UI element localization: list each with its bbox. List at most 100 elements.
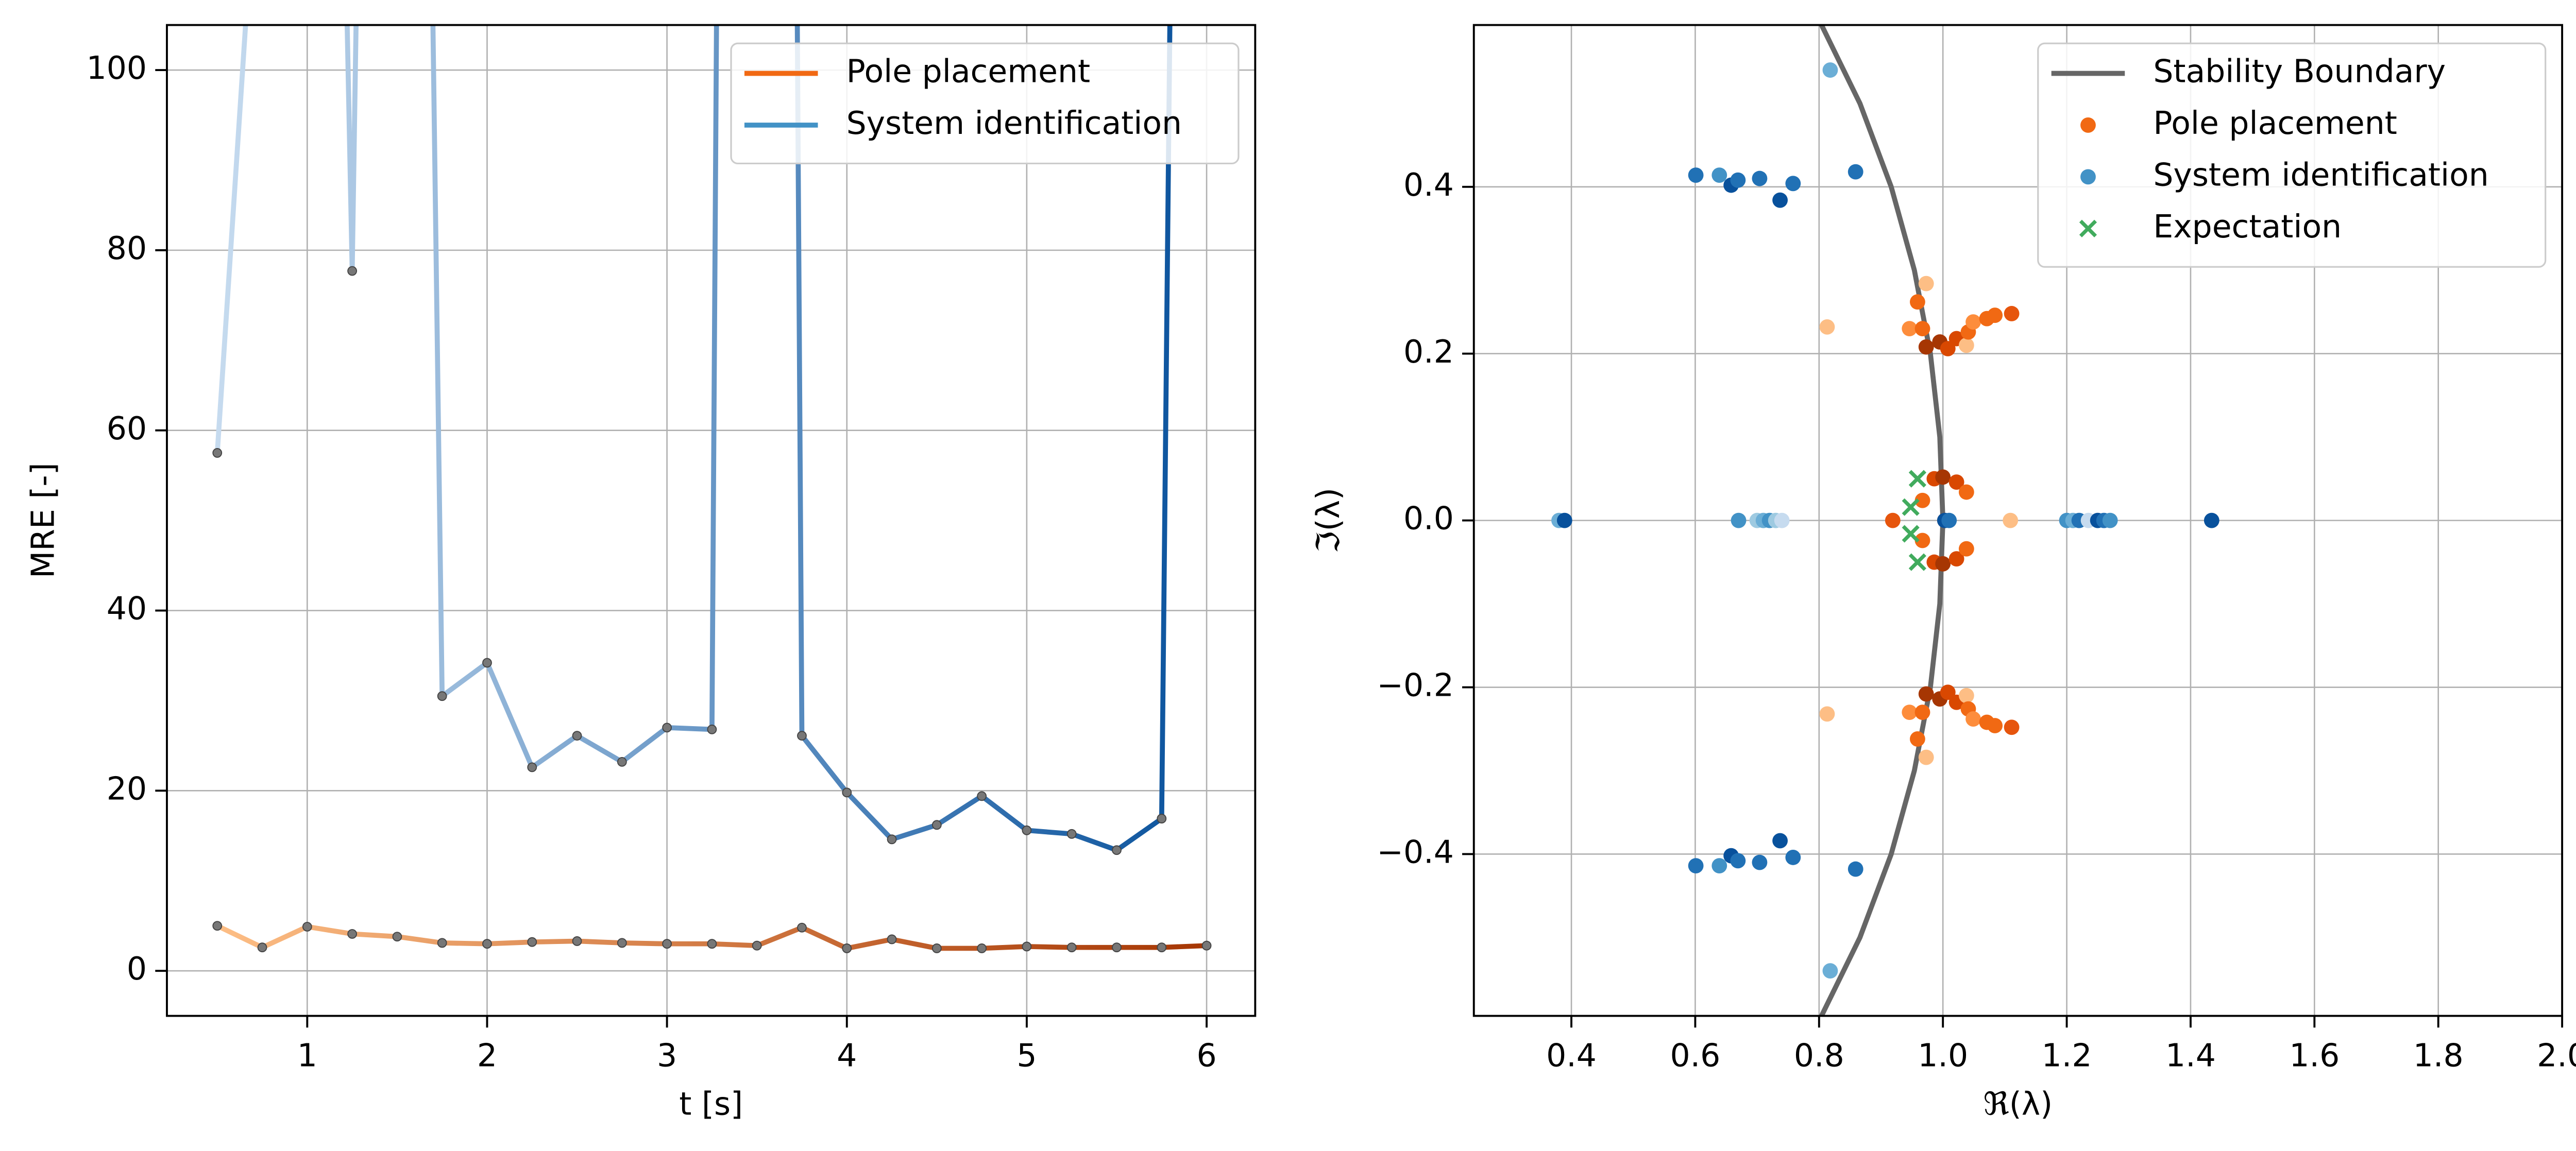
legend: Pole placement System identification bbox=[730, 42, 1240, 165]
x-tick-label: 2 bbox=[477, 1037, 497, 1074]
data-point bbox=[1022, 941, 1032, 952]
data-point bbox=[1918, 749, 1934, 765]
data-point bbox=[1157, 814, 1167, 823]
data-point bbox=[1848, 164, 1863, 180]
data-point bbox=[1730, 853, 1746, 869]
legend-label: Expectation bbox=[2153, 208, 2342, 245]
x-tick-label: 1.4 bbox=[2165, 1037, 2216, 1074]
data-point bbox=[1918, 339, 1934, 355]
plot-area bbox=[212, 25, 1212, 953]
legend-label: Pole placement bbox=[846, 53, 1091, 90]
data-point bbox=[842, 943, 852, 953]
data-point bbox=[1914, 705, 1930, 720]
data-point bbox=[1948, 551, 1964, 567]
x-tick-label: 1.8 bbox=[2413, 1037, 2464, 1074]
data-point bbox=[1940, 341, 1956, 356]
data-point bbox=[1819, 706, 1835, 722]
x-tick-label: 5 bbox=[1016, 1037, 1037, 1074]
chart-panel: 0.4 0.6 0.8 1.0 1.2 1.4 1.6 1.8 2.0 −0.4 −0.2 0.0 0.… bbox=[1310, 24, 2576, 1123]
data-point bbox=[1914, 492, 1930, 508]
plot-frame bbox=[166, 24, 1257, 1017]
legend-label: System identification bbox=[2153, 156, 2488, 193]
data-point bbox=[1965, 314, 1981, 330]
y-tick-label: 80 bbox=[107, 230, 147, 267]
data-point bbox=[617, 757, 627, 767]
data-point bbox=[1918, 276, 1934, 291]
data-point bbox=[1902, 705, 1918, 720]
legend-label: Pole placement bbox=[2153, 105, 2397, 142]
data-point bbox=[707, 725, 717, 734]
data-point bbox=[527, 762, 537, 772]
legend: Stability Boundary Pole placement System i… bbox=[2037, 42, 2547, 268]
data-point bbox=[1885, 512, 1901, 528]
data-point bbox=[1918, 686, 1934, 702]
data-point bbox=[1987, 307, 2003, 323]
data-point bbox=[1848, 861, 1863, 877]
data-point bbox=[1772, 833, 1788, 849]
data-point bbox=[1201, 940, 1212, 951]
legend-label: Stability Boundary bbox=[2153, 53, 2446, 90]
x-tick-label: 3 bbox=[657, 1037, 677, 1074]
data-point bbox=[347, 266, 357, 276]
data-point bbox=[1940, 684, 1956, 700]
data-point bbox=[797, 731, 807, 741]
data-point bbox=[1987, 718, 2003, 733]
data-point bbox=[1066, 829, 1077, 839]
data-point bbox=[887, 834, 897, 845]
data-point bbox=[1958, 541, 1974, 557]
data-point bbox=[1935, 469, 1951, 485]
data-point bbox=[257, 942, 267, 953]
y-tick-label: 60 bbox=[107, 410, 147, 447]
data-point bbox=[2004, 719, 2020, 735]
y-tick-label: −0.2 bbox=[1377, 667, 1453, 704]
data-point bbox=[931, 820, 942, 830]
data-point bbox=[572, 936, 582, 946]
y-axis-label: ℑ(λ) bbox=[1310, 488, 1347, 553]
data-point bbox=[2003, 512, 2019, 528]
data-point bbox=[662, 939, 672, 949]
x-tick-label: 1.6 bbox=[2289, 1037, 2340, 1074]
data-point bbox=[2004, 306, 2020, 321]
data-point bbox=[2102, 512, 2118, 528]
data-point bbox=[1902, 321, 1918, 337]
data-point bbox=[482, 658, 492, 668]
data-point bbox=[482, 939, 492, 949]
data-point bbox=[1556, 512, 1572, 528]
x-tick-label: 2.0 bbox=[2537, 1037, 2576, 1074]
data-point bbox=[1730, 172, 1746, 188]
x-axis-label: ℜ(λ) bbox=[1984, 1086, 2053, 1123]
data-point bbox=[1785, 176, 1801, 192]
data-point bbox=[572, 731, 582, 741]
data-point bbox=[1112, 845, 1122, 855]
data-point bbox=[1941, 512, 1957, 528]
data-point bbox=[797, 922, 807, 933]
data-point bbox=[1965, 711, 1981, 727]
x-tick-label: 0.8 bbox=[1794, 1037, 1844, 1074]
data-point bbox=[1822, 963, 1838, 979]
y-axis-label: MRE [-] bbox=[25, 462, 62, 578]
legend-swatch bbox=[2080, 169, 2096, 185]
data-point bbox=[1902, 498, 1920, 516]
x-tick-label: 1.2 bbox=[2042, 1037, 2092, 1074]
data-point bbox=[1910, 294, 1925, 310]
data-point bbox=[1958, 688, 1974, 703]
data-point bbox=[977, 791, 987, 801]
y-tick-label: 0.0 bbox=[1403, 500, 1454, 537]
data-point bbox=[212, 448, 223, 458]
data-point bbox=[1908, 553, 1927, 571]
data-point bbox=[392, 932, 402, 942]
legend-label: System identification bbox=[846, 105, 1182, 142]
data-point bbox=[1711, 858, 1727, 874]
data-point bbox=[1066, 942, 1077, 953]
data-point bbox=[302, 922, 312, 932]
data-point bbox=[752, 940, 762, 951]
data-point bbox=[617, 938, 627, 948]
data-point bbox=[1935, 556, 1951, 572]
data-point bbox=[1785, 850, 1801, 865]
data-point bbox=[707, 939, 717, 949]
data-point bbox=[1752, 854, 1768, 870]
data-point bbox=[1908, 470, 1927, 488]
data-point bbox=[1914, 321, 1930, 337]
